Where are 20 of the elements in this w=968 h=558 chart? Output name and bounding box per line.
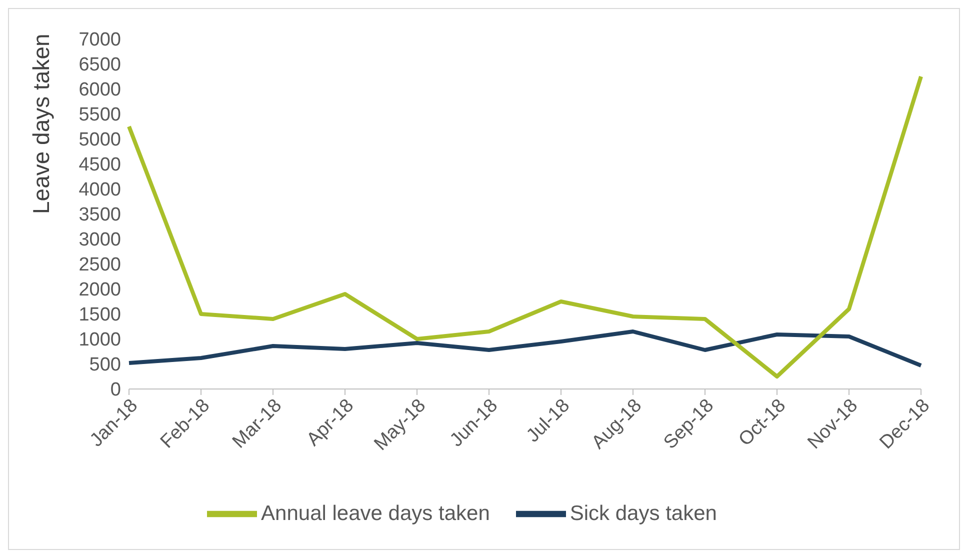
y-tick-label: 3000 [78, 230, 121, 251]
y-tick-label: 1000 [78, 330, 121, 351]
y-tick-label: 500 [89, 354, 121, 376]
y-tick-label: 2000 [78, 280, 121, 301]
line-series [127, 330, 923, 368]
y-tick-label: 7000 [78, 30, 121, 51]
y-tick-label: 0 [110, 380, 121, 401]
y-tick-label: 4000 [78, 180, 121, 201]
y-tick-label: 2500 [78, 254, 121, 276]
y-tick-label: 5500 [78, 104, 121, 126]
y-tick-label: 5000 [78, 130, 121, 151]
y-tick-label: 1500 [78, 304, 121, 326]
y-tick-label: 4500 [78, 154, 121, 176]
y-axis-title: Leave days taken [28, 34, 54, 214]
legend-label: Annual leave days taken [261, 502, 490, 525]
y-tick-label: 6500 [78, 54, 121, 76]
line-series [127, 74, 923, 378]
y-tick-label: 3500 [78, 204, 121, 226]
y-tick-label: 6000 [78, 80, 121, 101]
legend-label: Sick days taken [570, 502, 717, 525]
